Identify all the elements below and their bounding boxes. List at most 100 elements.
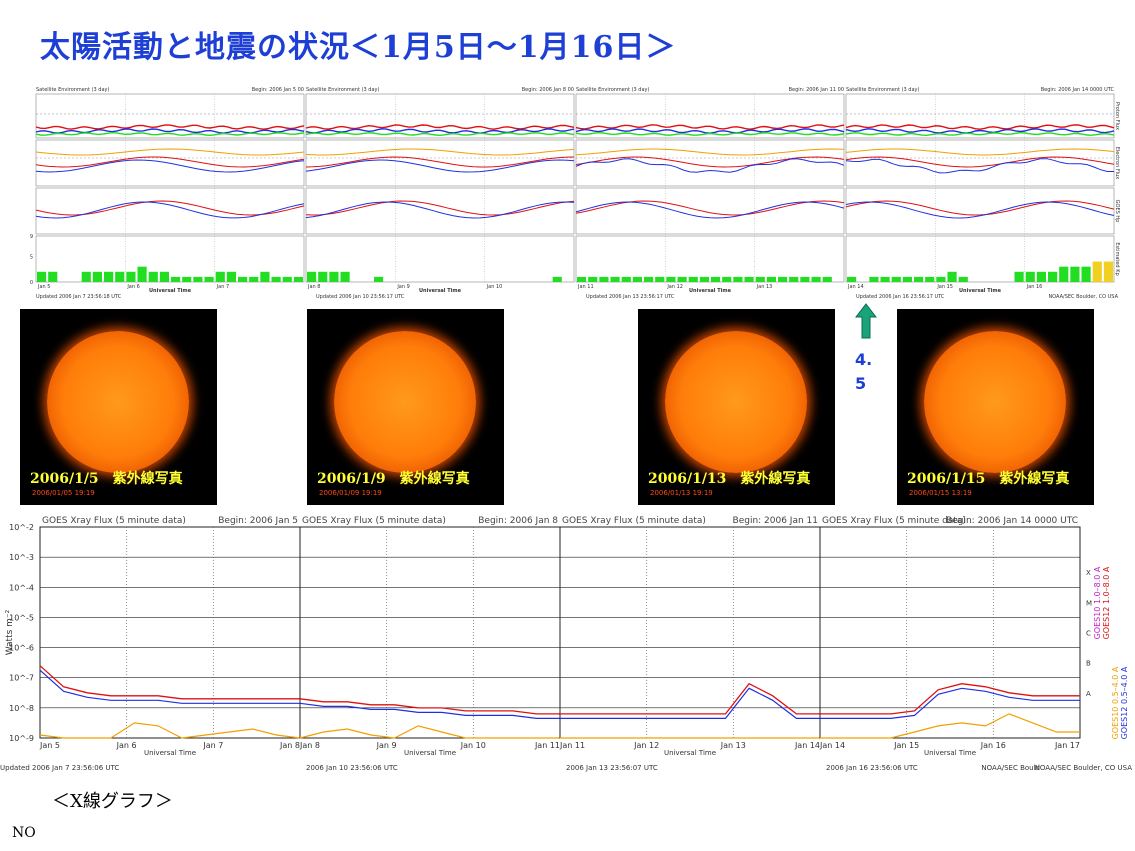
kp-bar xyxy=(215,271,225,282)
kp-scale-label: 5 xyxy=(30,254,33,260)
row-frame xyxy=(305,187,575,235)
kp-bar xyxy=(1036,271,1046,282)
row-frame xyxy=(575,235,845,283)
electron-flux-line xyxy=(305,159,575,173)
electron-flux-line xyxy=(845,156,1115,168)
electron-flux-line xyxy=(35,148,305,156)
electron-flux-line xyxy=(35,156,305,168)
kp-bar xyxy=(171,276,181,282)
kp-bar xyxy=(1059,266,1069,282)
long-wavelength-line xyxy=(560,682,820,715)
proton-flux-line xyxy=(305,132,575,137)
kp-bar xyxy=(744,276,754,282)
proton-flux-line xyxy=(845,128,1115,134)
panel-begin: Begin: 2006 Jan 8 xyxy=(478,516,558,526)
kp-bar xyxy=(226,271,236,282)
panel-begin: Begin: 2006 Jan 11 00 xyxy=(789,87,844,93)
goes-xray-flux-chart: 10^-2 10^-3 10^-4 10^-5 10^-6 10^-7 10^-8 10^-9… xyxy=(0,516,1133,772)
updated-stamp: Updated 2006 Jan 10 23:56:17 UTC xyxy=(316,294,405,300)
panel-title: GOES Xray Flux (5 minute data) xyxy=(42,516,186,526)
day-tick-label: Jan 12 xyxy=(666,284,683,290)
arrow-label-line: 5 xyxy=(855,374,867,393)
row-label: Estimated Kp xyxy=(1114,242,1120,275)
updated-stamp: 2006 Jan 10 23:56:06 UTC xyxy=(306,764,398,772)
flare-class-label: C xyxy=(1086,630,1091,638)
sun-disc xyxy=(665,331,807,473)
x-axis-label: Universal Time xyxy=(419,288,462,294)
kp-bar xyxy=(936,276,946,282)
kp-bar xyxy=(789,276,799,282)
long-wavelength-line xyxy=(560,687,820,719)
day-tick-label: Jan 13 xyxy=(720,741,746,750)
long-wavelength-line xyxy=(39,669,300,704)
sun-image-jan13: 2006/1/13 紫外線写真 2006/01/13 19:19 xyxy=(638,309,835,505)
x-axis-label: Universal Time xyxy=(664,749,716,757)
long-wavelength-line xyxy=(299,698,560,715)
sun-image-jan15: 2006/1/15 紫外線写真 2006/01/15 13:19 xyxy=(897,309,1094,505)
updated-stamp: Updated 2006 Jan 7 23:56:18 UTC xyxy=(36,294,122,300)
kp-bar xyxy=(37,271,47,282)
day-tick-label: Jan 13 xyxy=(756,284,773,290)
goes-hp-line xyxy=(35,201,305,219)
updated-stamp: Updated 2006 Jan 13 23:56:17 UTC xyxy=(586,294,675,300)
kp-bar xyxy=(48,271,58,282)
x-axis-label: Universal Time xyxy=(144,749,196,757)
kp-bar xyxy=(733,276,743,282)
short-wavelength-line xyxy=(299,725,560,739)
day-tick-label: Jan 11 xyxy=(534,741,560,750)
credit: NOAA/SEC Boulder, CO USA xyxy=(1035,764,1133,772)
day-tick-label: Jan 8 xyxy=(307,284,320,290)
row-frame xyxy=(845,235,1115,283)
legend-entry: GOES12 0.5–4.0 A xyxy=(1120,666,1129,739)
day-tick-label: Jan 17 xyxy=(1054,741,1080,750)
day-tick-label: Jan 5 xyxy=(37,284,50,290)
kp-bar xyxy=(137,266,147,282)
y-tick-label: 10^-7 xyxy=(9,674,34,683)
kp-bar xyxy=(249,276,259,282)
kp-bar xyxy=(1048,271,1058,282)
kp-bar xyxy=(282,276,292,282)
kp-bar xyxy=(104,271,114,282)
panel-begin: Begin: 2006 Jan 5 00 xyxy=(252,87,304,93)
kp-bar xyxy=(711,276,721,282)
row-frame xyxy=(845,139,1115,187)
kp-bar xyxy=(599,276,609,282)
kp-bar xyxy=(958,276,968,282)
day-tick-label: Jan 12 xyxy=(633,741,659,750)
sun-image-jan9: 2006/1/9 紫外線写真 2006/01/09 19:19 xyxy=(307,309,504,505)
panel-begin: Begin: 2006 Jan 14 0000 UTC xyxy=(946,516,1078,526)
day-tick-label: Jan 14 xyxy=(847,284,864,290)
kp-bar xyxy=(902,276,912,282)
row-frame xyxy=(305,235,575,283)
kp-bar xyxy=(374,276,384,282)
row-frame xyxy=(575,139,845,187)
kp-bar xyxy=(677,276,687,282)
kp-bar xyxy=(666,276,676,282)
day-tick-label: Jan 5 xyxy=(39,741,60,750)
goes-hp-line xyxy=(35,200,305,216)
row-frame xyxy=(845,93,1115,139)
credit: NOAA/SEC Boulder, CO USA xyxy=(1048,294,1118,300)
sun-image-timestamp: 2006/01/15 13:19 xyxy=(909,489,972,497)
row-frame xyxy=(575,93,845,139)
row-frame xyxy=(305,93,575,139)
day-tick-label: Jan 6 xyxy=(126,284,139,290)
long-wavelength-line xyxy=(39,665,300,700)
kp-bar xyxy=(644,276,654,282)
row-label: Proton Flux xyxy=(1114,102,1120,130)
sun-disc xyxy=(334,331,476,473)
kp-bar xyxy=(1081,266,1091,282)
legend-entry: GOES12 1.0–8.0 A xyxy=(1102,566,1111,639)
proton-flux-line xyxy=(35,131,305,137)
electron-flux-line xyxy=(35,159,305,173)
electron-flux-line xyxy=(845,148,1115,156)
electron-flux-line xyxy=(305,156,575,168)
flare-class-label: X xyxy=(1086,569,1091,577)
sun-image-caption: 2006/1/15 紫外線写真 xyxy=(907,471,1070,487)
row-frame xyxy=(575,187,845,235)
proton-flux-line xyxy=(845,131,1115,137)
proton-flux-line xyxy=(575,124,845,130)
goes-hp-line xyxy=(305,201,575,219)
updated-stamp: 2006 Jan 13 23:56:07 UTC xyxy=(566,764,658,772)
up-arrow-icon xyxy=(855,303,877,339)
